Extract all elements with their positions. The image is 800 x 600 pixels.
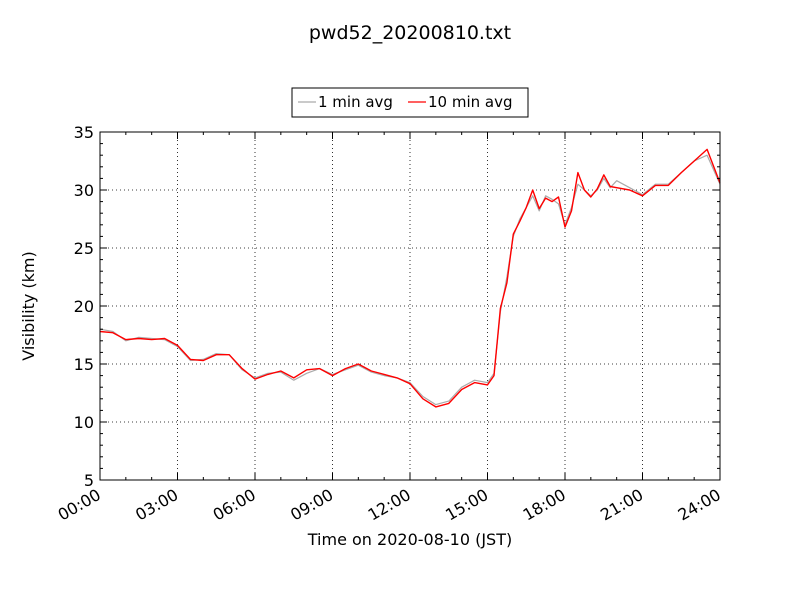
grid-lines <box>100 132 720 480</box>
y-tick-label: 5 <box>84 471 94 490</box>
legend-label-1min: 1 min avg <box>318 93 393 111</box>
x-tick-label: 09:00 <box>287 485 336 525</box>
x-tick-label: 24:00 <box>675 485 724 525</box>
y-tick-label: 10 <box>74 413 94 432</box>
y-tick-label: 15 <box>74 355 94 374</box>
x-tick-label: 18:00 <box>520 485 569 525</box>
y-tick-label: 30 <box>74 181 94 200</box>
x-tick-label: 12:00 <box>365 485 414 525</box>
legend: 1 min avg 10 min avg <box>291 87 529 118</box>
chart-title: pwd52_20200810.txt <box>309 22 511 44</box>
y-tick-label: 25 <box>74 239 94 258</box>
axis-ticks: 00:00 03:00 06:00 09:00 12:00 15:00 18:00 21:00… <box>55 123 724 525</box>
y-tick-label: 20 <box>74 297 94 316</box>
x-tick-label: 00:00 <box>55 485 104 525</box>
x-axis-label: Time on 2020-08-10 (JST) <box>307 530 512 549</box>
legend-label-10min: 10 min avg <box>428 93 513 111</box>
x-tick-label: 21:00 <box>597 485 646 525</box>
x-tick-label: 15:00 <box>442 485 491 525</box>
x-tick-label: 03:00 <box>132 485 181 525</box>
y-tick-label: 35 <box>74 123 94 142</box>
x-tick-label: 06:00 <box>210 485 259 525</box>
y-axis-label: Visibility (km) <box>19 251 38 360</box>
series-line-10min-avg <box>99 148 721 408</box>
series-layer <box>99 148 721 408</box>
plot-area-frame <box>99 131 721 481</box>
